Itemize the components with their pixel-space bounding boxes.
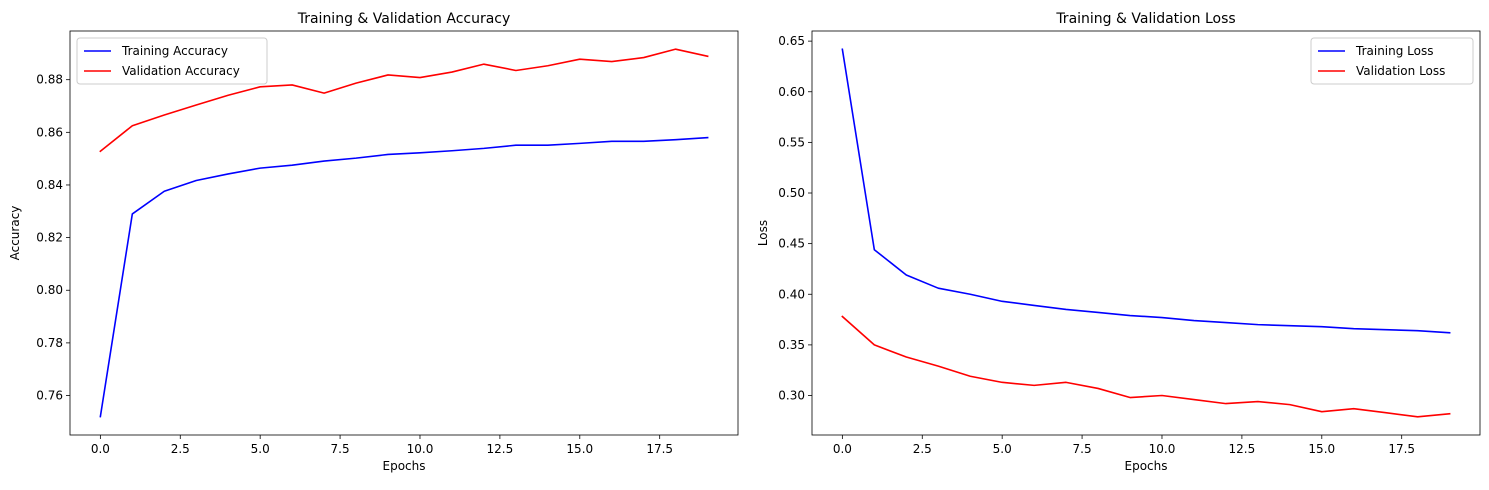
loss-y-tick-label: 0.45 xyxy=(778,237,805,251)
loss-chart: Training & Validation Loss 0.0 2.5 5.0 7.5 10… xyxy=(756,11,1481,473)
acc-y-tick-label: 0.80 xyxy=(36,283,63,297)
loss-x-tick-label: 15.0 xyxy=(1308,442,1335,456)
acc-x-tick-label: 0.0 xyxy=(91,442,110,456)
acc-x-tick-label: 7.5 xyxy=(331,442,350,456)
acc-x-tick-label: 2.5 xyxy=(171,442,190,456)
acc-chart-title: Training & Validation Accuracy xyxy=(297,11,511,27)
acc-legend-label: Validation Accuracy xyxy=(122,64,240,78)
loss-y-axis-label: Loss xyxy=(756,220,770,246)
loss-x-tick-label: 0.0 xyxy=(833,442,852,456)
acc-x-tick-label: 5.0 xyxy=(251,442,270,456)
loss-series-line-training xyxy=(841,48,1451,334)
loss-legend-label: Training Loss xyxy=(1355,44,1433,58)
acc-y-tick-label: 0.82 xyxy=(36,231,63,245)
loss-x-tick-label: 2.5 xyxy=(913,442,932,456)
acc-x-tick-label: 15.0 xyxy=(566,442,593,456)
loss-y-tick-label: 0.35 xyxy=(778,338,805,352)
loss-series-line-validation xyxy=(841,315,1451,418)
acc-y-axis-label: Accuracy xyxy=(8,206,22,261)
acc-series-line-training xyxy=(99,136,709,418)
loss-x-axis-label: Epochs xyxy=(1125,459,1168,473)
acc-y-tick-label: 0.84 xyxy=(36,178,63,192)
acc-legend: Training Accuracy Validation Accuracy xyxy=(76,37,268,85)
acc-x-axis-label: Epochs xyxy=(383,459,426,473)
loss-x-tick-label: 7.5 xyxy=(1073,442,1092,456)
loss-legend: Training Loss Validation Loss xyxy=(1310,37,1474,85)
acc-x-tick-label: 12.5 xyxy=(487,442,514,456)
acc-x-tick-label: 17.5 xyxy=(646,442,673,456)
loss-plot-frame xyxy=(811,30,1481,436)
acc-legend-label: Training Accuracy xyxy=(121,44,228,58)
acc-y-tick-label: 0.76 xyxy=(36,389,63,403)
acc-y-tick-label: 0.86 xyxy=(36,125,63,139)
acc-x-tick-label: 10.0 xyxy=(407,442,434,456)
acc-plot-frame xyxy=(69,30,739,436)
accuracy-chart: Training & Validation Accuracy 0.0 2.5 5.0 7… xyxy=(8,11,739,473)
loss-y-tick-label: 0.65 xyxy=(778,34,805,48)
loss-x-tick-label: 5.0 xyxy=(993,442,1012,456)
loss-legend-box xyxy=(1310,37,1474,85)
loss-legend-label: Validation Loss xyxy=(1356,64,1445,78)
acc-y-tick-label: 0.78 xyxy=(36,336,63,350)
acc-legend-box xyxy=(76,37,268,85)
loss-y-tick-label: 0.60 xyxy=(778,85,805,99)
loss-y-tick-label: 0.40 xyxy=(778,287,805,301)
loss-chart-title: Training & Validation Loss xyxy=(1055,11,1235,27)
loss-x-tick-label: 12.5 xyxy=(1229,442,1256,456)
loss-y-tick-label: 0.50 xyxy=(778,186,805,200)
loss-y-tick-label: 0.55 xyxy=(778,135,805,149)
loss-x-tick-label: 10.0 xyxy=(1149,442,1176,456)
loss-y-tick-label: 0.30 xyxy=(778,389,805,403)
acc-y-tick-label: 0.88 xyxy=(36,73,63,87)
acc-series-line-validation xyxy=(99,48,709,153)
loss-x-tick-label: 17.5 xyxy=(1388,442,1415,456)
